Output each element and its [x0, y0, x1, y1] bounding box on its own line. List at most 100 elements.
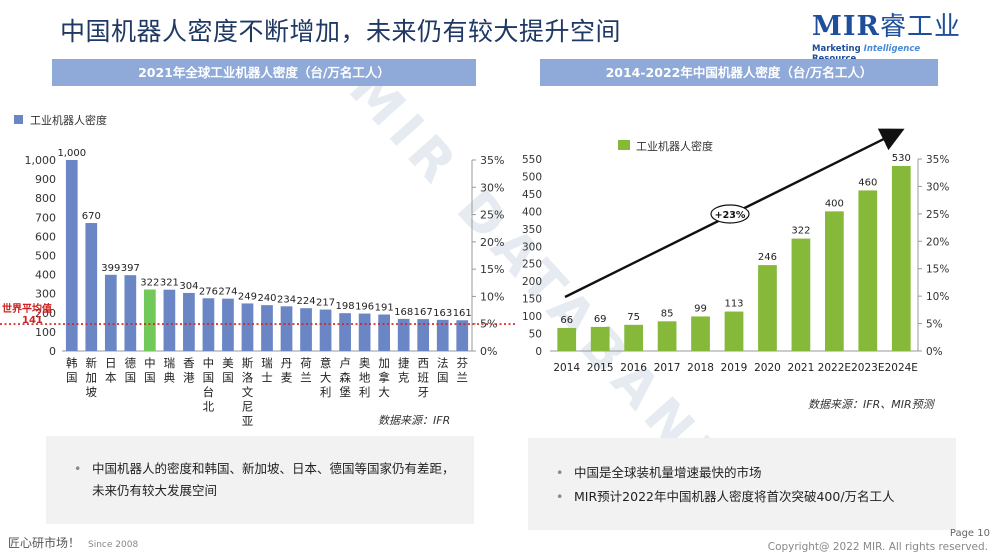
left-legend-swatch — [14, 115, 23, 124]
left-y-tick-label: 1,000 — [25, 154, 57, 167]
copyright: Copyright@ 2022 MIR. All rights reserved… — [767, 541, 988, 553]
left-y-tick-label: 400 — [35, 269, 56, 282]
left-bar-value-label: 224 — [297, 296, 316, 307]
left-category-label: 瑞士 — [261, 356, 273, 385]
right-category-label: 2023E — [851, 362, 884, 374]
left-category-label: 日本 — [105, 356, 117, 385]
right-category-label: 2021 — [788, 362, 815, 374]
right-bar — [557, 327, 577, 351]
right-y-tick-label: 500 — [522, 171, 542, 183]
right-bar-value-label: 400 — [825, 198, 844, 209]
left-y-tick-label: 200 — [35, 307, 56, 320]
right-y2-tick-label: 25% — [926, 209, 949, 221]
left-bar-value-label: 322 — [140, 277, 159, 288]
right-bar — [824, 211, 844, 351]
left-bar — [436, 319, 449, 351]
right-bar-value-label: 75 — [627, 312, 640, 323]
left-bar-value-label: 276 — [199, 286, 218, 297]
right-y-tick-label: 250 — [522, 259, 542, 271]
right-category-label: 2019 — [721, 362, 748, 374]
left-category-label: 奥地利 — [359, 356, 371, 399]
right-y2-tick-label: 10% — [926, 291, 949, 303]
right-bar-value-label: 99 — [694, 303, 707, 314]
left-category-label: 德国 — [125, 356, 137, 385]
left-category-label: 香港 — [183, 356, 195, 385]
left-y-tick-label: 900 — [35, 173, 56, 186]
right-y2-tick-label: 15% — [926, 264, 949, 276]
left-bar-value-label: 196 — [355, 302, 374, 313]
right-y2-tick-label: 20% — [926, 236, 949, 248]
left-category-label: 加拿大 — [378, 356, 390, 399]
right-y-tick-label: 550 — [522, 154, 542, 166]
left-bar-value-label: 163 — [433, 308, 452, 319]
left-bar-value-label: 168 — [394, 307, 413, 318]
right-y-tick-label: 50 — [529, 329, 542, 341]
right-y-tick-label: 100 — [522, 311, 542, 323]
left-note-box: 中国机器人的密度和韩国、新加坡、日本、德国等国家仍有差距，未来仍有较大发展空间 — [46, 436, 474, 524]
right-chart-header: 2014-2022年中国机器人密度（台/万名工人） — [540, 59, 938, 86]
left-y-tick-label: 700 — [35, 211, 56, 224]
right-bar-value-label: 460 — [858, 177, 877, 188]
page-number: Page 10 — [949, 528, 990, 539]
left-category-label: 荷兰 — [300, 356, 312, 385]
logo-text: MIR — [812, 11, 880, 42]
right-category-label: 2017 — [654, 362, 681, 374]
footer-since: Since 2008 — [88, 540, 139, 550]
left-y2-tick-label: 5% — [480, 318, 497, 331]
right-y-tick-label: 350 — [522, 224, 542, 236]
left-category-label: 中国 — [144, 356, 156, 385]
left-category-label: 卢森堡 — [339, 356, 351, 399]
right-bar-value-label: 85 — [661, 308, 674, 319]
left-bar — [144, 289, 156, 351]
page-title: 中国机器人密度不断增加，未来仍有较大提升空间 — [60, 17, 622, 46]
right-bar — [891, 165, 911, 351]
left-y2-tick-label: 25% — [480, 209, 504, 222]
left-bar-value-label: 670 — [82, 211, 101, 222]
right-category-label: 2014 — [553, 362, 580, 374]
left-note-item: 中国机器人的密度和韩国、新加坡、日本、德国等国家仍有差距，未来仍有较大发展空间 — [74, 458, 456, 502]
right-legend-swatch — [618, 140, 630, 150]
right-y-tick-label: 0 — [535, 346, 542, 358]
right-bar — [657, 321, 677, 351]
left-bar-value-label: 1,000 — [57, 148, 86, 159]
left-y2-tick-label: 0% — [480, 345, 497, 358]
right-bar — [691, 316, 710, 351]
left-category-label: 捷克 — [398, 356, 410, 385]
left-y-tick-label: 500 — [35, 250, 56, 263]
right-y2-tick-label: 5% — [926, 319, 943, 331]
left-category-label: 意大利 — [320, 356, 332, 399]
left-category-label: 法国 — [437, 356, 449, 385]
left-chart-header: 2021年全球工业机器人密度（台/万名工人） — [52, 59, 476, 86]
left-bar-value-label: 217 — [316, 298, 335, 309]
left-bar — [280, 306, 293, 351]
growth-rate-badge — [710, 204, 750, 224]
left-y-tick-label: 100 — [35, 326, 56, 339]
left-bar — [124, 275, 137, 351]
right-bar-value-label: 66 — [560, 315, 573, 326]
right-y2-tick-label: 0% — [926, 346, 943, 358]
left-category-label: 新加坡 — [86, 356, 98, 399]
left-bar — [85, 223, 98, 351]
right-bar-value-label: 246 — [758, 252, 777, 263]
left-category-label: 西班牙 — [417, 356, 429, 399]
left-y2-tick-label: 30% — [480, 181, 504, 194]
left-bar — [65, 160, 78, 351]
right-bar — [590, 326, 610, 351]
left-category-label: 美国 — [222, 356, 234, 385]
left-y-tick-label: 800 — [35, 192, 56, 205]
right-category-label: 2015 — [587, 362, 614, 374]
right-y-tick-label: 200 — [522, 276, 542, 288]
right-y-tick-label: 150 — [522, 294, 542, 306]
right-bar-value-label: 113 — [724, 299, 743, 310]
left-category-label: 丹麦 — [281, 356, 293, 385]
left-bar — [300, 308, 312, 351]
right-bar-value-label: 69 — [594, 314, 607, 325]
footer-slogan-text: 匠心研市场！ — [8, 536, 81, 550]
left-bar — [319, 309, 332, 351]
left-bar — [163, 289, 176, 351]
left-source: 数据来源：IFR — [378, 414, 451, 427]
right-note-item: 中国是全球装机量增速最快的市场 — [556, 462, 938, 484]
right-bar — [791, 238, 811, 351]
left-bar-value-label: 274 — [218, 287, 237, 298]
right-legend-label: 工业机器人密度 — [636, 139, 713, 153]
